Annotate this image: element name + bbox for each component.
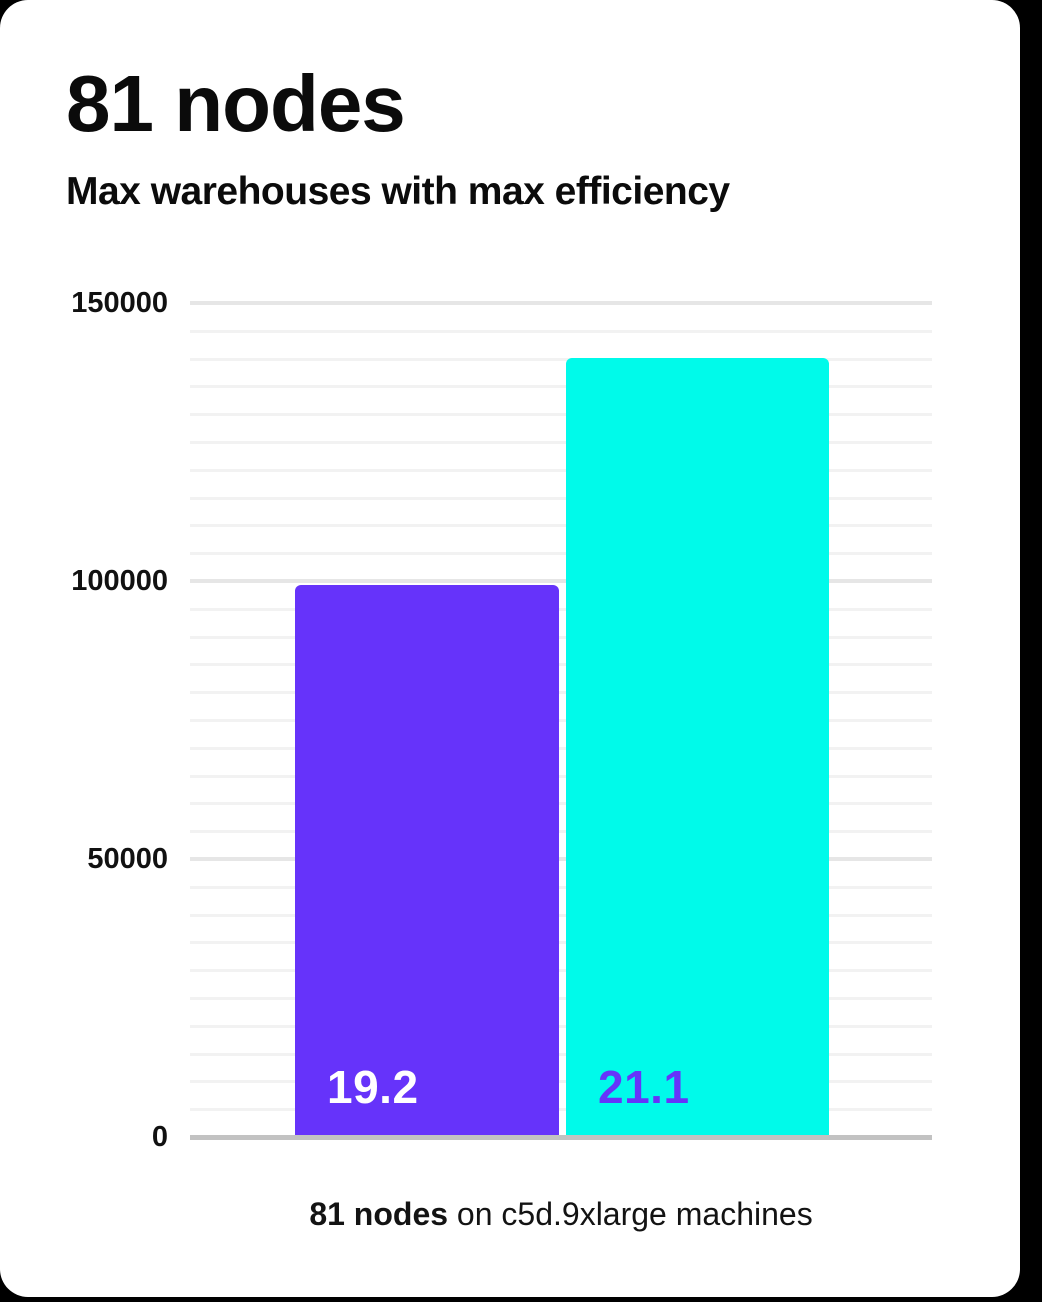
bar-value-label-21.1: 21.1 [598,1061,690,1113]
gridline-minor [190,1108,932,1112]
chart-caption: 81 nodes on c5d.9xlarge machines [190,1196,932,1233]
gridline-minor [190,385,932,389]
y-axis-tick-labels: 0 50000 100000 150000 [0,287,168,1153]
gridline-minor [190,552,932,556]
gridline-minor [190,663,932,667]
gridline-minor [190,746,932,750]
gridline-minor [190,413,932,417]
gridline-major [190,301,932,305]
gridline-minor [190,719,932,722]
page-subtitle: Max warehouses with max efficiency [66,170,730,213]
page-title: 81 nodes [66,59,406,148]
gridline-minor [190,329,932,333]
gridline-major [190,857,932,861]
gridline-minor [190,441,932,444]
gridline-minor [190,496,932,500]
gridline-minor [190,997,932,1000]
bar-19.2: 19.2 [295,584,559,1138]
gridline-minor [190,941,932,945]
gridline-minor [190,468,932,472]
gridline-minor [190,913,932,917]
y-tick-label-0: 0 [151,1121,168,1153]
gridline-major [190,579,932,583]
caption-bold-text: 81 nodes [309,1196,449,1232]
chart-card: 81 nodes Max warehouses with max efficie… [0,0,1020,1297]
x-axis-baseline [190,1135,932,1140]
bar-21.1: 21.1 [566,357,829,1138]
gridline-minor [190,774,932,778]
caption-regular-text: on c5d.9xlarge machines [448,1196,813,1232]
gridline-minor [190,1052,932,1056]
bar-chart-plot-area: 19.2 21.1 [190,301,932,1140]
gridline-minor [190,830,932,834]
y-tick-label-50000: 50000 [87,843,168,875]
gridline-minor [190,691,932,695]
gridline-minor [190,802,932,806]
gridline-minor [190,1080,932,1084]
gridline-minor [190,969,932,973]
y-tick-label-100000: 100000 [71,565,168,597]
gridline-minor [190,607,932,611]
bar-value-label-19.2: 19.2 [327,1061,419,1113]
gridline-minor [190,635,932,639]
gridline-minor [190,524,932,528]
y-tick-label-150000: 150000 [71,287,168,319]
gridline-minor [190,885,932,889]
gridline-minor [190,1024,932,1028]
gridline-minor [190,357,932,361]
